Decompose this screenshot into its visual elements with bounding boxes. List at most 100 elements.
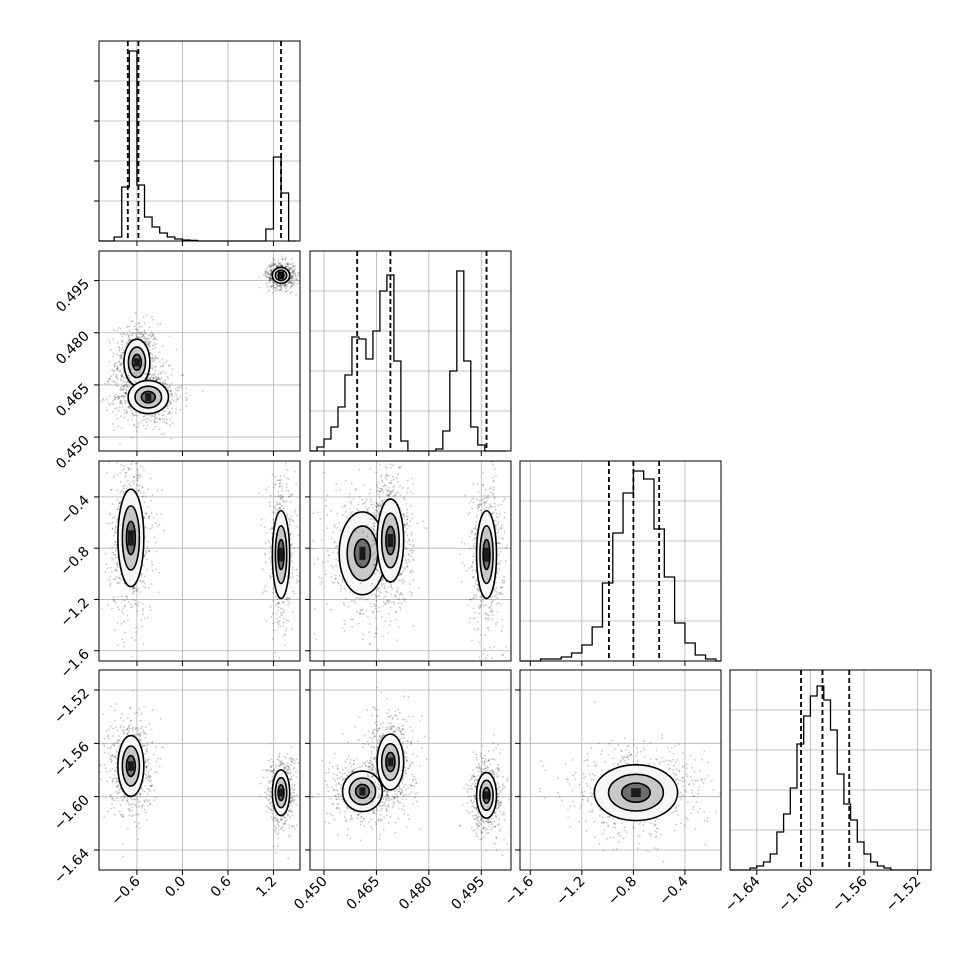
sample-point — [161, 345, 164, 348]
sample-point — [146, 568, 149, 571]
sample-point — [373, 513, 376, 516]
sample-point — [408, 539, 411, 542]
sample-point — [402, 486, 404, 489]
sample-point — [138, 602, 141, 604]
sample-point — [114, 398, 117, 401]
sample-point — [392, 486, 395, 488]
sample-point — [153, 373, 156, 376]
sample-point — [132, 587, 135, 590]
sample-point — [115, 569, 118, 572]
sample-point — [116, 564, 119, 567]
sample-point — [359, 596, 362, 599]
sample-point — [141, 332, 143, 334]
sample-point — [290, 267, 293, 270]
contour-1-1 — [134, 385, 163, 409]
sample-point — [493, 468, 496, 471]
sample-point — [171, 407, 173, 410]
sample-point — [122, 645, 125, 648]
sample-point — [369, 518, 372, 521]
sample-point — [275, 283, 278, 286]
sample-point — [118, 349, 121, 352]
density-peak-2 — [483, 547, 490, 562]
sample-point — [363, 502, 366, 505]
sample-point — [290, 284, 293, 287]
sample-point — [152, 333, 155, 336]
sample-point — [369, 467, 371, 470]
sample-point — [121, 374, 124, 376]
sample-point — [134, 411, 137, 413]
sample-point — [121, 395, 123, 397]
sample-point — [497, 521, 500, 524]
sample-point — [116, 499, 119, 501]
sample-point — [497, 554, 500, 556]
sample-point — [274, 287, 277, 290]
sample-point — [469, 598, 472, 601]
sample-point — [274, 505, 277, 508]
sample-point — [364, 500, 367, 503]
sample-point — [398, 579, 401, 582]
sample-point — [137, 489, 140, 492]
sample-point — [272, 486, 275, 489]
sample-point — [487, 507, 490, 510]
sample-point — [294, 267, 296, 270]
sample-point — [154, 347, 157, 350]
sample-point — [279, 494, 282, 497]
sample-point — [361, 557, 364, 560]
sample-point — [484, 617, 486, 620]
sample-point — [470, 639, 473, 642]
sample-point — [423, 527, 426, 529]
sample-point — [131, 320, 134, 323]
contour-2-2 — [475, 509, 498, 600]
sample-point — [290, 290, 293, 293]
sample-point — [129, 405, 131, 408]
sample-point — [142, 424, 145, 427]
sample-point — [152, 377, 155, 379]
sample-point — [471, 560, 474, 563]
sample-point — [335, 482, 338, 485]
sample-point — [333, 541, 336, 544]
sample-point — [119, 402, 121, 405]
sample-point — [343, 505, 346, 508]
sample-point — [280, 613, 282, 616]
sample-point — [153, 337, 156, 340]
sample-point — [271, 638, 274, 640]
sample-point — [292, 270, 295, 273]
sample-point — [174, 408, 177, 411]
sample-point — [397, 491, 400, 493]
sample-point — [477, 627, 480, 630]
sample-point — [106, 522, 109, 525]
sample-point — [475, 596, 478, 599]
sample-point — [284, 283, 287, 286]
sample-point — [363, 552, 366, 555]
sample-point — [496, 516, 498, 519]
sample-point — [403, 524, 406, 526]
sample-point — [502, 500, 505, 503]
sample-point — [401, 580, 404, 583]
sample-point — [123, 408, 126, 411]
sample-point — [126, 479, 129, 482]
sample-point — [374, 607, 377, 610]
sample-point — [145, 512, 148, 515]
sample-point — [152, 357, 154, 359]
sample-point — [169, 403, 172, 405]
sample-point — [373, 552, 376, 555]
sample-point — [289, 287, 292, 289]
sample-point — [371, 582, 374, 585]
sample-point — [285, 462, 288, 465]
sample-point — [123, 620, 125, 623]
sample-point — [383, 585, 386, 588]
sample-point — [116, 342, 119, 344]
sample-point — [495, 587, 498, 590]
sample-point — [126, 385, 129, 388]
sample-point — [118, 502, 121, 505]
sample-point — [143, 337, 146, 340]
sample-point — [270, 284, 273, 287]
sample-point — [147, 333, 150, 336]
sample-point — [341, 506, 344, 509]
sample-point — [131, 414, 134, 417]
sample-point — [119, 573, 122, 576]
sample-point — [125, 596, 128, 598]
sample-point — [488, 606, 491, 609]
sample-point — [109, 341, 111, 344]
sample-point — [330, 510, 333, 512]
